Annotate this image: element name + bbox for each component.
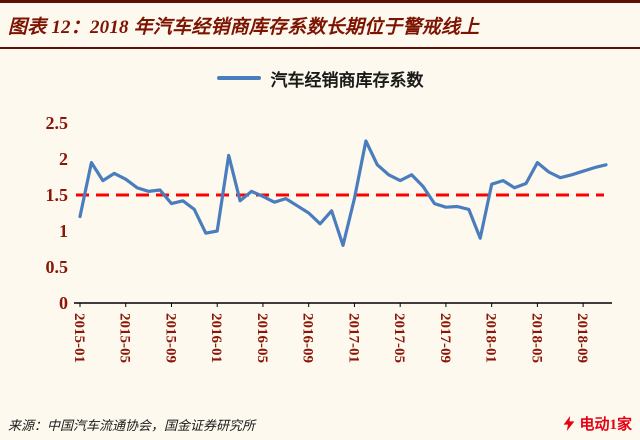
x-tick-label: 2018-05 [528,313,544,363]
y-tick-label: 2 [59,149,68,169]
figure-footer: 来源：中国汽车流通协会，国金证券研究所 电动1家 [8,413,632,434]
legend-line-swatch [216,76,261,80]
series-line [78,139,608,247]
x-tick-label: 2016-09 [300,313,316,363]
figure-title: 图表 12：2018 年汽车经销商库存系数长期位于警戒线上 [0,0,640,49]
x-tick-label: 2015-05 [117,313,133,363]
chart-canvas: 0 0.5 1 1.5 2 2.5 2015-01 2015-05 2015-09 2016-01… [46,113,612,363]
y-tick-label: 0.5 [46,257,69,277]
x-tick-label: 2018-01 [483,313,499,363]
y-tick-label: 0 [59,293,68,313]
watermark-text: 电动1家 [579,417,632,433]
y-tick-label: 1.5 [46,185,69,205]
x-tick-label: 2016-01 [208,313,224,363]
x-tick-label: 2017-05 [391,313,407,363]
chart-legend: 汽车经销商库存系数 [0,65,640,91]
y-tick-label: 2.5 [46,113,69,133]
source-note: 来源：中国汽车流通协会，国金证券研究所 [8,418,256,433]
x-tick-label: 2017-01 [345,313,361,363]
x-tick-label: 2015-09 [162,313,178,363]
x-tick-label: 2018-09 [574,313,590,363]
lightning-icon [564,416,575,431]
x-tick-label: 2016-05 [254,313,270,363]
y-tick-label: 1 [59,221,68,241]
x-tick-label: 2017-09 [437,313,453,363]
watermark: 电动1家 [563,413,632,434]
legend-label: 汽车经销商库存系数 [270,70,424,90]
x-tick-label: 2015-01 [71,313,87,363]
